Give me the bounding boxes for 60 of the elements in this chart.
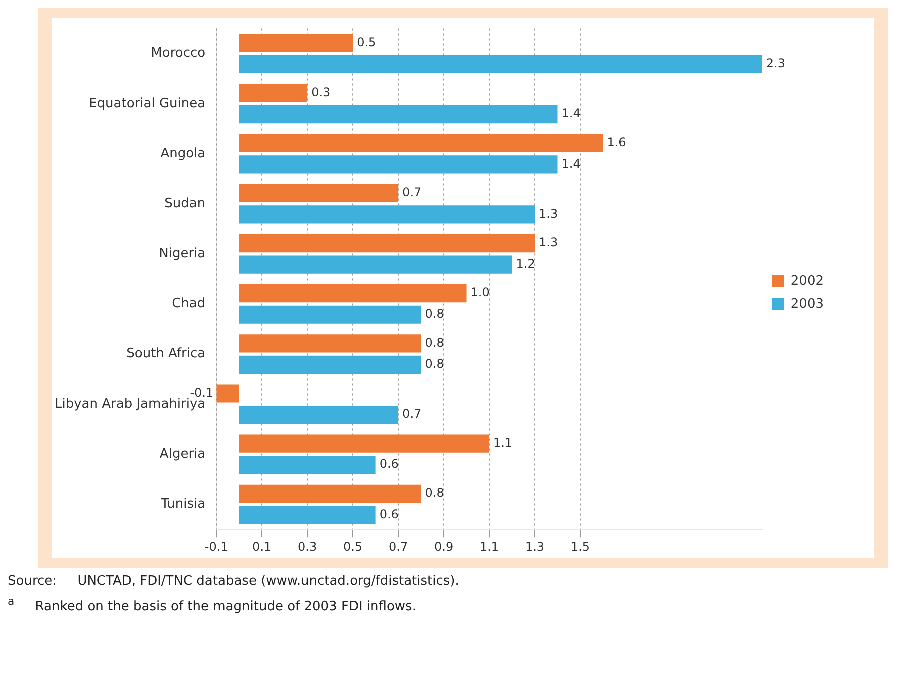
source-note: Source: UNCTAD, FDI/TNC database (www.unctad.org/fdistatistics).	[8, 574, 460, 589]
bar	[239, 434, 490, 453]
data-label: 1.2	[516, 256, 536, 271]
bar	[239, 356, 422, 374]
legend-label: 2002	[790, 274, 824, 289]
x-tick-label: 1.1	[480, 540, 500, 554]
bar	[239, 456, 376, 474]
y-tick-label: Nigeria	[159, 246, 206, 262]
y-tick-label: Sudan	[164, 196, 206, 212]
data-label: 1.1	[494, 436, 513, 450]
data-label: 0.6	[380, 507, 399, 522]
x-tick-label: 0.7	[389, 540, 408, 554]
data-label: 0.8	[425, 357, 444, 372]
y-tick-label: Tunisia	[160, 496, 206, 512]
bar	[239, 234, 536, 253]
bar	[239, 484, 422, 503]
bar	[239, 34, 354, 52]
data-label: 1.4	[562, 106, 581, 121]
data-label: 0.7	[402, 186, 422, 200]
bar	[239, 506, 376, 524]
x-tick-label: 0.5	[344, 540, 363, 554]
bar	[239, 256, 512, 274]
data-label: 2.3	[766, 56, 786, 71]
data-label: 0.6	[380, 457, 399, 472]
x-tick-label: 0.3	[298, 540, 318, 554]
y-tick-label: South Africa	[126, 346, 206, 362]
y-tick-label: Morocco	[151, 46, 206, 62]
bar	[216, 384, 240, 403]
y-tick-label: Algeria	[160, 446, 206, 462]
bar	[239, 106, 558, 124]
data-label: 1.3	[539, 206, 558, 221]
bar	[239, 334, 422, 353]
bar	[239, 184, 399, 202]
x-tick-label: 0.9	[434, 540, 454, 554]
bar	[239, 55, 762, 74]
y-tick-label: Equatorial Guinea	[89, 96, 206, 112]
bar	[239, 206, 536, 224]
x-tick-label: 1.3	[525, 540, 545, 554]
bar	[239, 84, 308, 102]
data-label: 0.7	[402, 407, 422, 422]
data-label: 1.4	[562, 156, 581, 171]
data-label: 0.8	[425, 486, 444, 500]
data-label: 0.8	[425, 307, 444, 322]
x-tick-label: 1.5	[570, 540, 590, 554]
y-tick-label: Angola	[160, 146, 206, 162]
legend-label: 2003	[790, 296, 824, 312]
bar	[239, 284, 467, 303]
data-label: 0.8	[425, 336, 444, 350]
data-label: 0.5	[357, 35, 376, 50]
y-tick-label: Chad	[172, 296, 206, 312]
data-label: 0.3	[312, 85, 331, 100]
bar	[239, 156, 558, 174]
bar	[239, 306, 422, 324]
bar	[239, 406, 399, 424]
data-label: 1.3	[539, 236, 558, 250]
data-label: 1.0	[470, 286, 490, 300]
data-label: 1.6	[607, 135, 626, 150]
x-tick-label: 0.1	[252, 540, 272, 554]
x-tick-label: -0.1	[204, 540, 228, 554]
bar	[239, 134, 604, 152]
